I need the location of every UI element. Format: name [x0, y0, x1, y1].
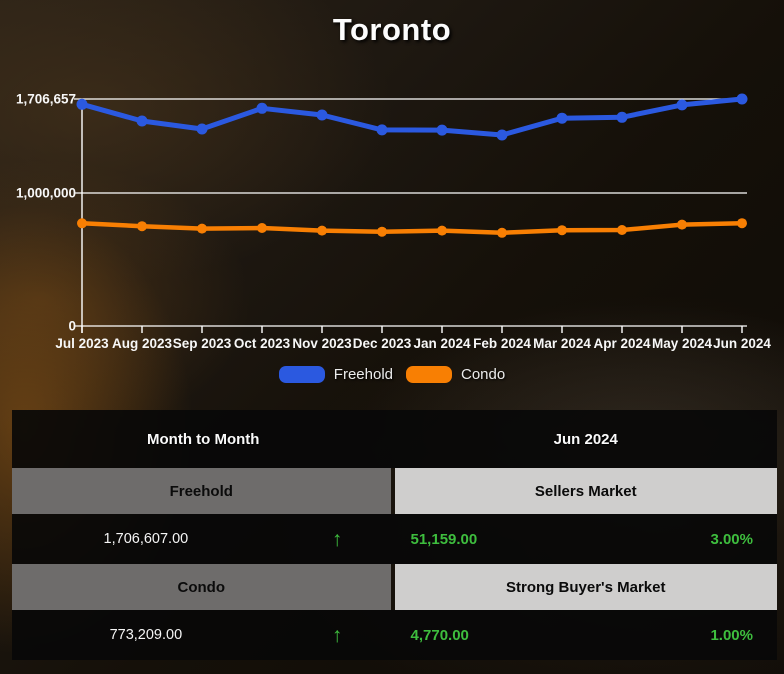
price-trend-chart: 1,706,657 1,000,000 0 Jul 2023 Aug 2023 Sep 2… — [16, 92, 771, 351]
condo-label-row: Condo Strong Buyer's Market — [12, 564, 777, 610]
up-arrow-icon: ↑ — [331, 527, 343, 551]
svg-text:Jul 2023: Jul 2023 — [55, 336, 109, 351]
header-current-month: Jun 2024 — [553, 430, 618, 448]
freehold-mtm-half: 1,706,607.00 ↑ — [12, 514, 395, 564]
legend-label: Condo — [461, 365, 506, 383]
table-header-row: Month to Month Jun 2024 — [12, 410, 777, 468]
market-summary-table: Month to Month Jun 2024 Freehold Sellers… — [12, 410, 777, 660]
page-title: Toronto — [332, 12, 452, 47]
svg-text:1,000,000: 1,000,000 — [16, 186, 76, 201]
condo-market-status: Strong Buyer's Market — [394, 564, 777, 610]
svg-text:Oct 2023: Oct 2023 — [234, 336, 291, 351]
condo-swatch-icon — [406, 365, 452, 383]
svg-text:Dec 2023: Dec 2023 — [353, 336, 412, 351]
svg-text:Sep 2023: Sep 2023 — [173, 336, 232, 351]
legend-item-condo[interactable]: Condo — [406, 365, 506, 383]
condo-mtm-half: 773,209.00 ↑ — [12, 610, 395, 660]
svg-text:Mar 2024: Mar 2024 — [533, 336, 591, 351]
freehold-value: 1,706,607.00 — [103, 531, 189, 547]
condo-label-cell: Condo — [12, 564, 391, 610]
legend-label: Freehold — [333, 365, 393, 383]
svg-text:Aug 2023: Aug 2023 — [112, 336, 173, 351]
freehold-market-status: Sellers Market — [394, 468, 777, 514]
svg-text:Nov 2023: Nov 2023 — [292, 336, 352, 351]
svg-text:0: 0 — [68, 319, 76, 334]
legend-item-freehold[interactable]: Freehold — [278, 365, 393, 383]
up-arrow-icon: ↑ — [331, 623, 343, 647]
svg-text:1,706,657: 1,706,657 — [16, 92, 76, 107]
condo-change-half: 4,770.00 1.00% — [395, 610, 778, 660]
svg-text:Feb 2024: Feb 2024 — [473, 336, 531, 351]
condo-change: 4,770.00 — [410, 626, 469, 644]
condo-value: 773,209.00 — [109, 627, 183, 643]
freehold-change: 51,159.00 — [410, 530, 478, 548]
condo-data-row: 773,209.00 ↑ 4,770.00 1.00% — [12, 610, 777, 660]
freehold-data-row: 1,706,607.00 ↑ 51,159.00 3.00% — [12, 514, 777, 564]
freehold-label-row: Freehold Sellers Market — [12, 468, 777, 514]
freehold-percent: 3.00% — [710, 530, 753, 548]
freehold-swatch-icon — [278, 365, 325, 383]
freehold-label-cell: Freehold — [12, 468, 391, 514]
header-month-to-month: Month to Month — [147, 430, 260, 448]
svg-text:Apr 2024: Apr 2024 — [593, 336, 651, 351]
chart-legend: Freehold Condo — [0, 363, 784, 385]
svg-text:Jun 2024: Jun 2024 — [713, 336, 771, 351]
svg-text:Jan 2024: Jan 2024 — [413, 336, 471, 351]
freehold-change-half: 51,159.00 3.00% — [395, 514, 778, 564]
condo-percent: 1.00% — [710, 626, 753, 644]
svg-text:May 2024: May 2024 — [652, 336, 713, 351]
